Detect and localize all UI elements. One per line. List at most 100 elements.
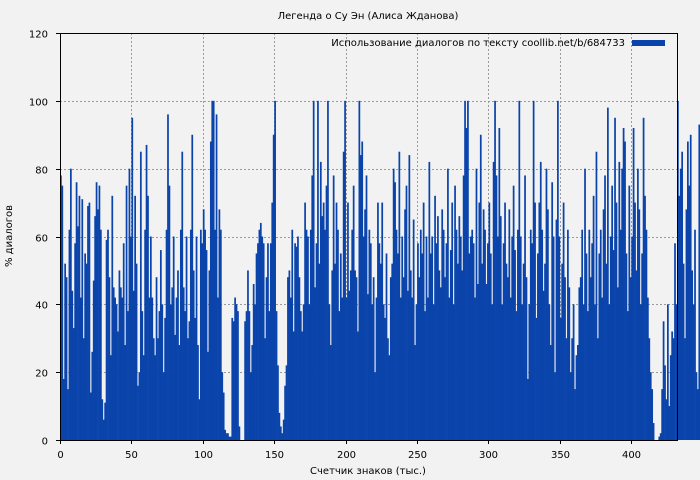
bar bbox=[327, 100, 329, 440]
bar bbox=[377, 202, 379, 440]
bar bbox=[577, 345, 579, 440]
bar bbox=[271, 202, 274, 440]
y-tick-label: 20 bbox=[35, 369, 48, 380]
bar bbox=[109, 355, 112, 440]
bar bbox=[111, 195, 114, 440]
bar bbox=[531, 243, 534, 440]
bar bbox=[87, 205, 89, 440]
bar bbox=[355, 277, 358, 440]
bar bbox=[569, 372, 572, 440]
bar bbox=[659, 433, 662, 440]
bar bbox=[632, 127, 635, 440]
bar bbox=[364, 209, 366, 440]
bar bbox=[265, 277, 268, 440]
bar bbox=[544, 263, 546, 440]
bar bbox=[408, 155, 411, 440]
bar bbox=[244, 321, 246, 440]
bar bbox=[298, 277, 301, 440]
bar bbox=[288, 270, 291, 440]
bar bbox=[549, 345, 552, 440]
bar bbox=[472, 243, 475, 440]
bar bbox=[435, 243, 438, 440]
bar bbox=[439, 287, 442, 441]
bar bbox=[92, 280, 95, 440]
bar bbox=[679, 168, 682, 441]
bar bbox=[344, 100, 346, 440]
bar bbox=[77, 226, 79, 440]
bar bbox=[82, 338, 85, 440]
bar bbox=[418, 277, 421, 440]
bar bbox=[534, 202, 536, 440]
bar bbox=[188, 321, 191, 440]
bar bbox=[118, 270, 121, 440]
bar bbox=[269, 243, 272, 440]
bar bbox=[148, 297, 151, 440]
bar bbox=[459, 236, 462, 440]
bar bbox=[369, 243, 372, 440]
bar bbox=[589, 277, 592, 440]
bar bbox=[291, 229, 294, 440]
x-tick-label: 0 bbox=[57, 450, 63, 461]
bar bbox=[219, 229, 222, 440]
bar bbox=[574, 389, 576, 441]
bar bbox=[695, 372, 698, 440]
bar bbox=[375, 297, 378, 440]
bar bbox=[508, 209, 511, 440]
y-tick-label: 40 bbox=[35, 301, 48, 312]
bar bbox=[484, 229, 486, 440]
bar bbox=[605, 263, 608, 440]
bar bbox=[417, 243, 419, 440]
bar bbox=[575, 355, 578, 440]
bar bbox=[314, 287, 316, 441]
bar bbox=[672, 338, 675, 440]
bar bbox=[127, 311, 129, 440]
bar bbox=[644, 195, 646, 440]
x-tick-label: 350 bbox=[551, 450, 570, 461]
bar bbox=[645, 229, 648, 440]
bar bbox=[467, 100, 469, 440]
bar bbox=[85, 263, 88, 440]
bar bbox=[564, 277, 566, 440]
bar bbox=[398, 151, 401, 440]
bar bbox=[371, 304, 374, 440]
bar bbox=[541, 229, 544, 440]
bar bbox=[342, 151, 345, 440]
bar bbox=[609, 236, 612, 440]
bar bbox=[502, 243, 505, 440]
bar bbox=[485, 283, 488, 440]
bar bbox=[401, 236, 404, 440]
bar bbox=[648, 338, 651, 440]
bar bbox=[214, 229, 216, 440]
bar bbox=[255, 253, 258, 440]
bar bbox=[551, 182, 554, 441]
y-tick-label: 60 bbox=[35, 234, 48, 245]
bar bbox=[345, 297, 348, 440]
bar bbox=[608, 304, 611, 440]
bar bbox=[128, 168, 131, 441]
legend: Использование диалогов по тексту coollib… bbox=[331, 38, 665, 49]
bar bbox=[598, 253, 601, 440]
bar bbox=[682, 263, 685, 440]
bar bbox=[465, 127, 468, 440]
bar bbox=[184, 311, 186, 440]
bar bbox=[631, 236, 634, 440]
bar bbox=[341, 297, 344, 440]
bar bbox=[289, 297, 292, 440]
bar bbox=[611, 185, 614, 441]
bar bbox=[119, 287, 122, 441]
bar bbox=[461, 270, 464, 440]
bar bbox=[292, 331, 295, 440]
bar bbox=[634, 202, 636, 440]
bar bbox=[697, 389, 699, 441]
bar bbox=[562, 202, 565, 440]
bar bbox=[642, 117, 645, 440]
bar bbox=[559, 317, 562, 440]
bar bbox=[367, 294, 369, 440]
bar bbox=[434, 195, 436, 440]
bar bbox=[521, 304, 524, 440]
bar bbox=[249, 372, 252, 440]
x-axis-ticks: 0 50 100 150 200 250 300 350 400 bbox=[57, 440, 641, 461]
bar bbox=[295, 246, 298, 440]
bar bbox=[227, 433, 229, 440]
bar bbox=[554, 372, 556, 440]
